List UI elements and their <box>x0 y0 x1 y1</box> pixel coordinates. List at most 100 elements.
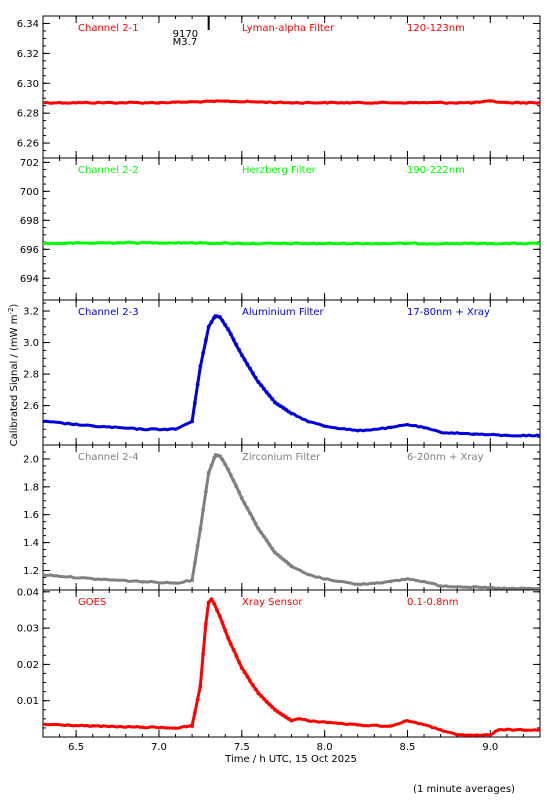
anchor-point <box>538 433 540 438</box>
event-marker-label: M3.7 <box>173 37 198 48</box>
data-point <box>286 409 291 414</box>
anchor-point <box>43 241 45 246</box>
data-point <box>270 705 275 710</box>
anchor-point <box>256 527 260 531</box>
anchor-point <box>190 578 194 582</box>
y-tick-label: 6.26 <box>17 139 39 150</box>
series-channel-2-3 <box>43 314 540 438</box>
panel-name-label: Channel 2-4 <box>78 452 139 463</box>
anchor-point <box>356 723 360 727</box>
anchor-point <box>405 101 410 105</box>
data-point <box>212 455 217 460</box>
anchor-point <box>256 691 260 696</box>
anchor-point <box>218 315 222 319</box>
data-point <box>281 713 286 718</box>
data-point <box>264 699 269 704</box>
anchor-point <box>488 99 492 103</box>
data-point <box>209 320 214 325</box>
x-tick-label: 9.0 <box>482 742 498 753</box>
data-point <box>203 489 208 494</box>
panel-goes: 0.01 0.02 0.03 0.04 GOES Xray Sensor 0.1-0.8nm <box>17 587 541 738</box>
anchor-point <box>306 419 310 423</box>
panels-layer: 6.26 6.28 6.30 6.32 6.34 Channel 2-1 Lyman-alp… <box>17 15 541 738</box>
y-axis-title-suffix: ) <box>9 304 20 308</box>
anchor-point <box>240 241 244 246</box>
panel-channel-2-1: 6.26 6.28 6.30 6.32 6.34 Channel 2-1 Lyman-alp… <box>17 15 541 159</box>
data-point <box>231 478 236 483</box>
anchor-point <box>538 728 540 732</box>
series-goes <box>43 596 540 737</box>
data-point <box>245 506 250 511</box>
panel-filter-label: Lyman-alpha Filter <box>242 23 335 34</box>
data-point <box>209 463 214 468</box>
y-tick-label: 700 <box>20 187 39 198</box>
y-tick-label: 698 <box>20 216 39 227</box>
anchor-point <box>389 426 393 430</box>
y-tick-label: 3.2 <box>23 307 39 318</box>
anchor-point <box>422 426 426 430</box>
anchor-point <box>256 380 260 384</box>
anchor-point <box>538 241 540 246</box>
data-point <box>261 534 266 539</box>
y-axis-title: Calibrated Signal / (mW m-2) <box>7 304 20 447</box>
y-tick-label: 0.02 <box>17 660 39 671</box>
panel-name-label: Channel 2-1 <box>78 23 139 34</box>
data-point <box>228 641 233 646</box>
data-point <box>283 715 288 720</box>
data-point <box>261 696 266 701</box>
x-tick-label: 6.5 <box>68 742 84 753</box>
anchor-point <box>356 429 360 433</box>
y-tick-label: 0.01 <box>17 696 39 707</box>
event-marker-label: 9170 <box>173 29 198 40</box>
anchor-point <box>538 101 540 105</box>
series-trace <box>43 453 540 590</box>
panel-frame <box>42 589 541 738</box>
data-point <box>234 653 239 658</box>
data-point <box>223 322 228 327</box>
y-tick-label: 1.6 <box>23 510 39 521</box>
data-point <box>242 670 247 675</box>
anchor-point <box>207 471 211 475</box>
anchor-point <box>298 717 302 721</box>
data-point <box>220 318 225 323</box>
data-point <box>283 559 288 564</box>
data-point <box>267 393 272 398</box>
anchor-point <box>323 577 327 581</box>
anchor-point <box>115 241 120 245</box>
anchor-point <box>356 582 360 587</box>
anchor-point <box>405 719 410 723</box>
data-point <box>281 557 286 562</box>
y-tick-label: 696 <box>20 245 39 256</box>
data-point <box>195 543 200 548</box>
panel-name-label: Channel 2-2 <box>78 165 139 176</box>
panel-name-label: Channel 2-3 <box>78 307 139 318</box>
data-point <box>253 375 258 380</box>
data-point <box>192 400 197 405</box>
anchor-point <box>198 364 202 368</box>
x-tick-label: 8.0 <box>317 742 333 753</box>
anchor-point <box>43 722 45 726</box>
anchor-point <box>405 422 410 427</box>
data-point <box>201 508 206 513</box>
data-point <box>270 397 275 402</box>
anchor-point <box>173 726 178 730</box>
anchor-point <box>43 419 45 423</box>
panel-band-label: 6-20nm + Xray <box>407 452 484 463</box>
anchor-point <box>289 101 294 105</box>
y-tick-label: 0.04 <box>17 587 39 598</box>
panel-channel-2-4: 1.2 1.4 1.6 1.8 2.0 Channel 2-4 Zirconium Filt… <box>23 444 541 591</box>
data-point <box>270 546 275 551</box>
anchor-point <box>226 468 231 472</box>
y-tick-label: 2.0 <box>23 454 39 465</box>
data-point <box>250 682 255 687</box>
panel-channel-2-3: 2.6 2.8 3.0 3.2 Channel 2-3 Aluminium Filter 1… <box>23 299 541 446</box>
panel-filter-label: Aluminium Filter <box>242 307 325 318</box>
anchor-point <box>226 328 231 332</box>
x-tick-label: 7.5 <box>234 742 250 753</box>
data-point <box>267 542 272 547</box>
data-point <box>278 404 283 409</box>
panel-filter-label: Herzberg Filter <box>242 165 317 176</box>
data-point <box>245 674 250 679</box>
y-tick-label: 6.28 <box>17 109 39 120</box>
y-tick-label: 3.0 <box>23 338 39 349</box>
